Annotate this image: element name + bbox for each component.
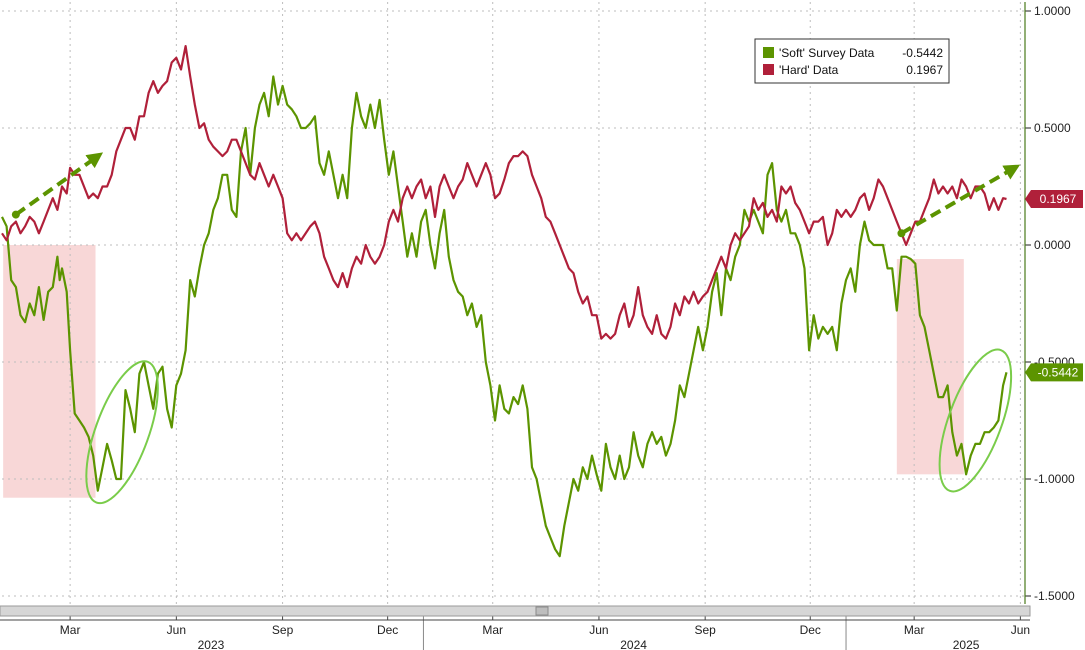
y-tick-label: -1.5000 <box>1034 589 1075 603</box>
y-tick-label: 0.5000 <box>1034 121 1071 135</box>
x-year-label: 2024 <box>620 638 647 650</box>
series-line-soft <box>1 75 1008 558</box>
legend: 'Soft' Survey Data -0.5442 'Hard' Data 0.19… <box>754 38 950 84</box>
x-tick-label: Dec <box>800 623 821 637</box>
value-badges: 0.1967 -0.5442 <box>1025 189 1083 382</box>
legend-value: -0.5442 <box>902 46 943 60</box>
legend-swatch <box>763 64 774 75</box>
time-scrollbar-handle[interactable] <box>535 606 549 616</box>
x-tick-label: Jun <box>1011 623 1030 637</box>
time-scrollbar[interactable] <box>0 605 1031 617</box>
legend-label: 'Hard' Data <box>779 63 839 77</box>
y-tick-label: -1.0000 <box>1034 472 1075 486</box>
x-tick-label: Mar <box>482 623 503 637</box>
legend-label: 'Soft' Survey Data <box>779 46 875 60</box>
x-year-label: 2023 <box>198 638 225 650</box>
value-badge-1 <box>1025 189 1083 208</box>
x-tick-label: Dec <box>377 623 398 637</box>
y-tick-label: 1.0000 <box>1034 4 1071 18</box>
x-tick-label: Jun <box>167 623 186 637</box>
legend-value: 0.1967 <box>906 63 943 77</box>
shaded-regions <box>3 245 964 498</box>
value-badge-label: -0.5442 <box>1038 365 1079 379</box>
value-badge-2 <box>1025 363 1083 382</box>
annotations <box>11 152 1021 505</box>
gridlines <box>2 2 1025 604</box>
trend-arrow-2 <box>900 164 1021 236</box>
series-line-hard <box>1 45 1007 340</box>
y-tick-label: 0.0000 <box>1034 238 1071 252</box>
legend-box <box>754 38 950 84</box>
x-tick-label: Mar <box>60 623 81 637</box>
shaded-region-1 <box>3 245 96 498</box>
value-badge-label: 0.1967 <box>1040 192 1077 206</box>
x-tick-label: Jun <box>589 623 608 637</box>
legend-swatch <box>763 47 774 58</box>
series-lines <box>1 45 1008 558</box>
x-tick-label: Sep <box>272 623 294 637</box>
x-tick-label: Mar <box>904 623 925 637</box>
highlight-ellipse-1 <box>85 360 159 505</box>
x-year-label: 2025 <box>953 638 980 650</box>
highlight-ellipse-2 <box>938 348 1013 493</box>
x-tick-label: Sep <box>694 623 716 637</box>
